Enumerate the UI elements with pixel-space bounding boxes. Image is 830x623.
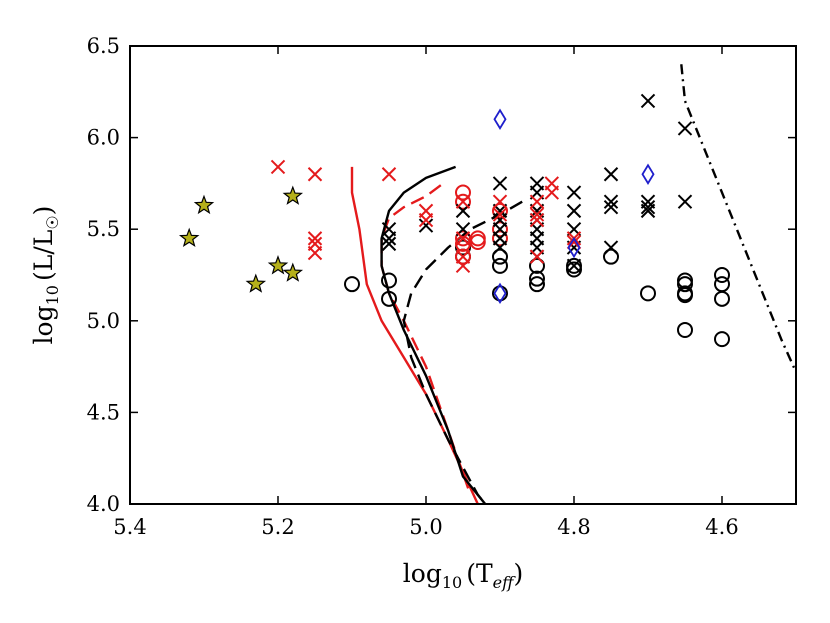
red-crosse-marker — [381, 167, 397, 182]
red-circle-marker — [492, 221, 508, 238]
black-crosse-marker — [640, 93, 656, 109]
red-crosse-marker — [455, 231, 471, 246]
red-circle-marker — [455, 184, 471, 201]
black-circle-marker — [566, 257, 582, 274]
black-circle-marker — [714, 290, 730, 307]
red-crosse-marker — [455, 194, 471, 209]
x-axis-title: log10 (Teff) — [403, 559, 523, 592]
black-crosse-marker — [640, 203, 656, 219]
black-crosse-marker — [566, 258, 582, 274]
y-tick-label: 6.5 — [87, 34, 120, 58]
red-circle-marker — [492, 230, 508, 247]
x-tick-label: 4.6 — [705, 515, 738, 539]
plot-frame — [129, 45, 797, 505]
lines-layer — [350, 64, 798, 505]
black-crosse-marker — [492, 176, 508, 191]
black-circle-marker — [677, 287, 693, 304]
y-tick-label: 4.5 — [87, 400, 120, 424]
red-crosse-marker — [455, 258, 471, 274]
black-circle-marker — [492, 257, 508, 274]
black-crosse-marker — [381, 231, 397, 246]
red-crosse-marker — [529, 194, 545, 209]
yellow-star-marker — [267, 255, 289, 275]
blue-diamond-marker — [493, 282, 507, 305]
y-tick-label: 4.0 — [87, 492, 120, 516]
blue-diamond-marker — [567, 236, 581, 259]
red-circle-marker — [455, 248, 471, 265]
markers-layer — [178, 93, 730, 348]
x-tick-label: 5.2 — [261, 515, 294, 539]
red-crosse-marker — [492, 194, 508, 209]
red-crosse-marker — [529, 212, 545, 228]
black-crosse-marker — [603, 240, 619, 255]
blue-diamond-marker — [493, 108, 507, 131]
red-crosse-marker — [307, 231, 323, 246]
red-crosse-marker — [529, 207, 545, 222]
black-dashed-track — [402, 200, 523, 505]
yellow-star-marker — [178, 227, 200, 247]
red-crosse-marker — [307, 167, 323, 182]
red-circle-marker — [469, 234, 486, 251]
black-crosse-marker — [566, 185, 582, 200]
black-circle-marker — [677, 276, 693, 293]
black-crosse-marker — [603, 200, 619, 215]
black-crosse-marker — [603, 194, 619, 209]
yellow-star-marker — [282, 262, 304, 282]
black-solid-track — [380, 165, 487, 505]
y-tick-label: 5.5 — [87, 217, 120, 241]
blue-diamond-marker — [641, 163, 655, 185]
black-crosse-marker — [677, 194, 693, 209]
black-crosse-marker — [418, 218, 434, 233]
black-crosse-marker — [677, 121, 693, 136]
black-crosse-marker — [492, 240, 508, 255]
red-crosse-marker — [492, 207, 508, 222]
y-tick-label: 6.0 — [87, 126, 120, 150]
black-circle-marker — [492, 285, 508, 302]
black-circle-marker — [529, 276, 545, 293]
red-circle-marker — [455, 193, 471, 210]
black-circle-marker — [381, 290, 397, 307]
black-circle-marker — [677, 321, 693, 338]
black-circle-marker — [492, 248, 508, 265]
ticks-layer: 5.4 5.2 5.0 4.8 4.6 4.0 4.5 5.0 5.5 6.0 6.5 — [87, 34, 796, 539]
red-circle-marker — [492, 202, 508, 219]
x-tick-label: 5.4 — [113, 515, 146, 539]
x-tick-label: 4.8 — [557, 515, 590, 539]
red-crosse-marker — [418, 212, 434, 228]
red-crosse-marker — [270, 159, 286, 175]
black-circle-marker — [714, 276, 730, 293]
black-circle-marker — [640, 285, 656, 302]
black-circle-marker — [603, 248, 619, 265]
black-circle-marker — [344, 276, 360, 293]
x-tick-label: 5.0 — [409, 515, 442, 539]
yellow-star-marker — [245, 273, 267, 293]
red-circle-marker — [455, 235, 471, 252]
black-circle-marker — [714, 267, 730, 283]
red-crosse-marker — [529, 249, 545, 264]
black-circle-marker — [529, 257, 545, 274]
red-crosse-marker — [307, 245, 323, 261]
black-crosse-marker — [566, 203, 582, 219]
black-crosse-marker — [640, 200, 656, 215]
black-circle-marker — [529, 270, 545, 287]
red-solid-track — [350, 166, 479, 505]
yellow-star-marker — [193, 194, 215, 215]
black-dashdot-line — [680, 64, 798, 373]
y-axis-title: log10(L/L☉) — [29, 206, 62, 345]
black-circle-marker — [381, 272, 397, 289]
black-crosse-marker — [381, 236, 397, 252]
red-crosse-marker — [544, 185, 560, 200]
yellow-star-marker — [282, 185, 304, 205]
y-tick-label: 5.0 — [87, 309, 120, 333]
black-crosse-marker — [603, 167, 619, 182]
black-circle-marker — [714, 331, 730, 348]
